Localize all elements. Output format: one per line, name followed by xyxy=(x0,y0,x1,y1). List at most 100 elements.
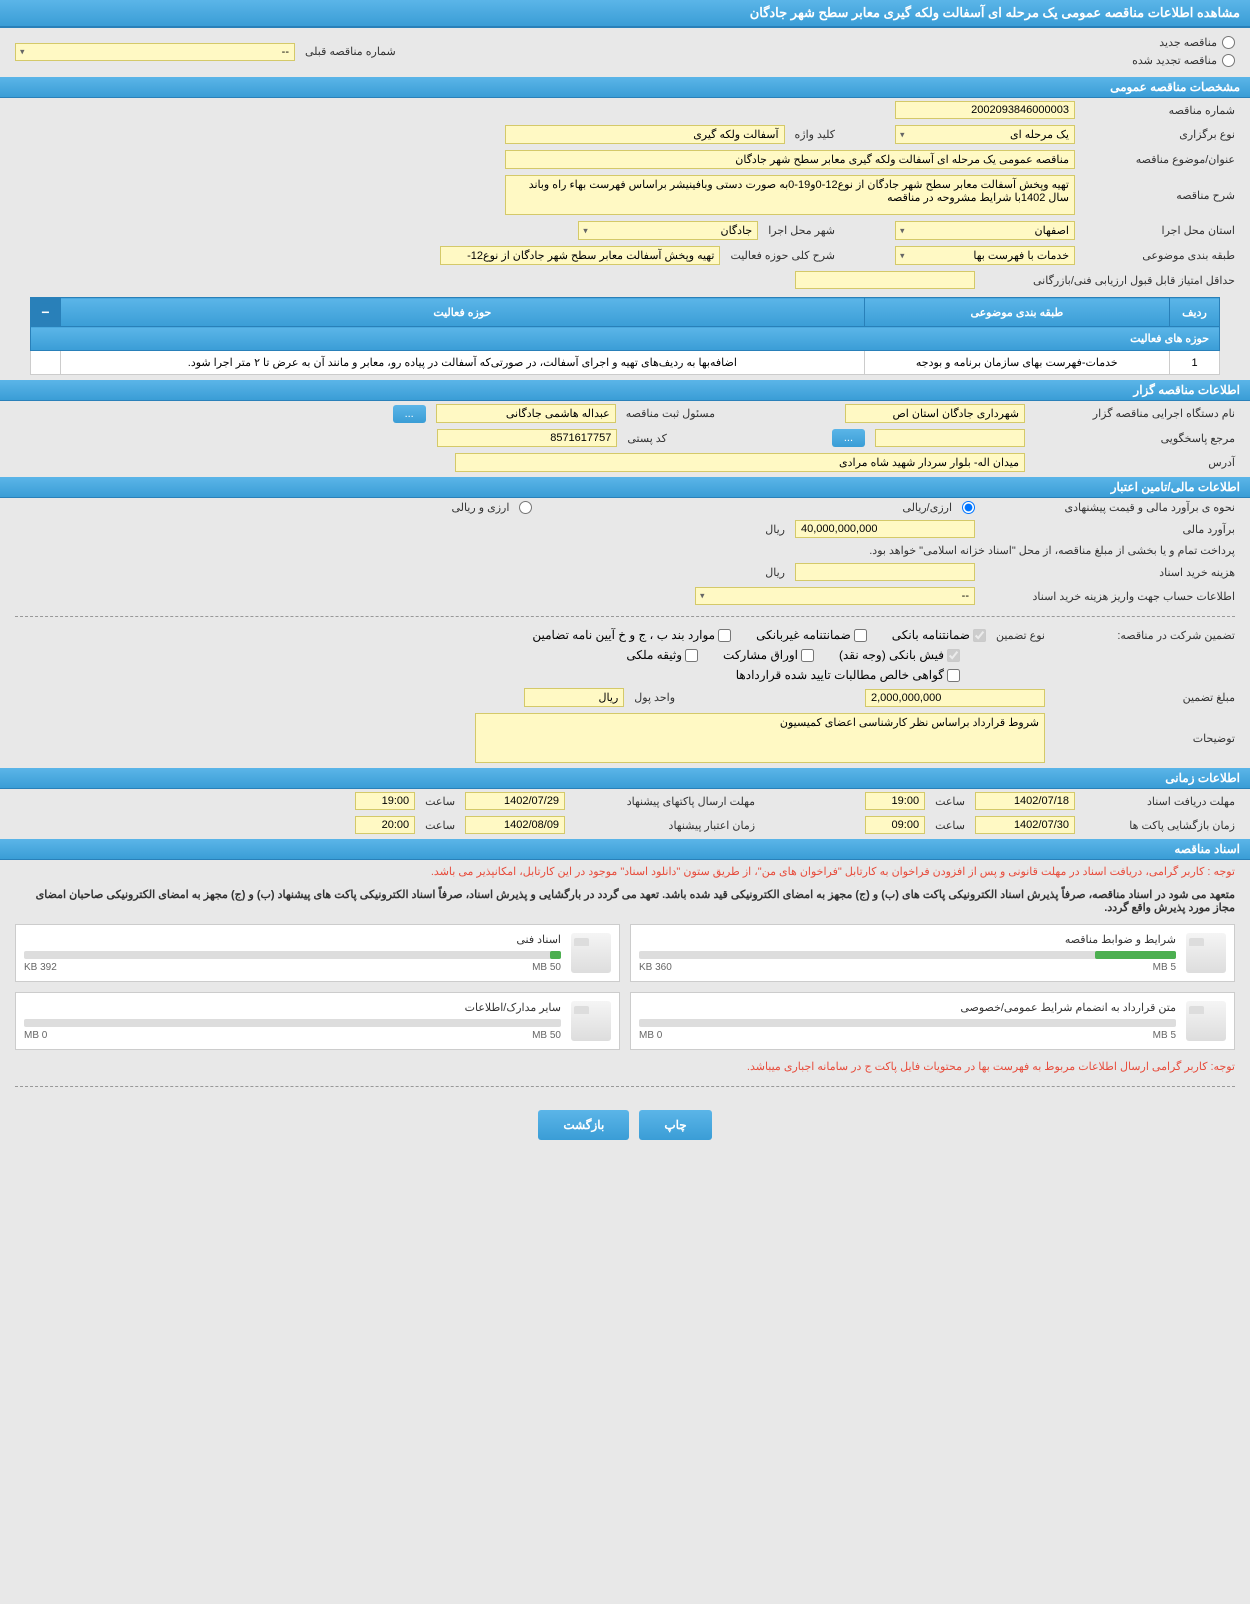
folder-icon xyxy=(571,933,611,973)
category-label: طبقه بندی موضوعی xyxy=(1085,249,1235,262)
notice-black-1: متعهد می شود در اسناد مناقصه، صرفاً پذیر… xyxy=(0,883,1250,919)
desc-field: تهیه وپخش آسفالت معابر سطح شهر جادگان از… xyxy=(505,175,1075,215)
validity-time: 20:00 xyxy=(355,816,415,834)
file-title: شرایط و ضوابط مناقصه xyxy=(639,933,1176,946)
registrar-field: عبداله هاشمی جادگانی xyxy=(436,404,616,423)
table-row: 1 خدمات-فهرست بهای سازمان برنامه و بودجه… xyxy=(31,351,1220,375)
more-button[interactable]: ... xyxy=(393,405,426,423)
account-select[interactable]: -- ▾ xyxy=(695,587,975,605)
notice-red-2: توجه: کاربر گرامی ارسال اطلاعات مربوط به… xyxy=(0,1055,1250,1078)
chk-clause[interactable] xyxy=(718,629,731,642)
tender-type-row: مناقصه جدید مناقصه تجدید شده شماره مناقص… xyxy=(0,28,1250,75)
validity-label: زمان اعتبار پیشنهاد xyxy=(575,819,755,832)
radio-new[interactable] xyxy=(1222,36,1235,49)
notice-red-1: توجه : کاربر گرامی، دریافت اسناد در مهلت… xyxy=(0,860,1250,883)
divider xyxy=(15,616,1235,617)
col-category: طبقه بندی موضوعی xyxy=(864,298,1169,327)
chk-bank[interactable] xyxy=(973,629,986,642)
table-title: حوزه های فعالیت xyxy=(31,327,1220,351)
file-box-1[interactable]: شرایط و ضوابط مناقصه 5 MB360 KB xyxy=(630,924,1235,982)
file-title: متن قرارداد به انضمام شرایط عمومی/خصوصی xyxy=(639,1001,1176,1014)
file-box-3[interactable]: متن قرارداد به انضمام شرایط عمومی/خصوصی … xyxy=(630,992,1235,1050)
open-label: زمان بازگشایی پاکت ها xyxy=(1085,819,1235,832)
province-label: استان محل اجرا xyxy=(1085,224,1235,237)
collapse-header[interactable]: − xyxy=(31,298,61,327)
type-select[interactable]: یک مرحله ای ▾ xyxy=(895,125,1075,144)
folder-icon xyxy=(1186,1001,1226,1041)
radio-renewed[interactable] xyxy=(1222,54,1235,67)
main-header: مشاهده اطلاعات مناقصه عمومی یک مرحله ای … xyxy=(0,0,1250,28)
send-label: مهلت ارسال پاکتهای پیشنهاد xyxy=(575,795,755,808)
estimate-label: برآورد مالی xyxy=(985,523,1235,536)
chevron-down-icon: ▾ xyxy=(900,250,905,261)
doc-cost-label: هزینه خرید اسناد xyxy=(985,566,1235,579)
section-organizer: اطلاعات مناقصه گزار xyxy=(0,380,1250,401)
keyword-field: آسفالت ولکه گیری xyxy=(505,125,785,144)
send-date: 1402/07/29 xyxy=(465,792,565,810)
col-activity: حوزه فعالیت xyxy=(61,298,865,327)
chk-shares[interactable] xyxy=(801,649,814,662)
guarantee-label: تضمین شرکت در مناقصه: xyxy=(1055,629,1235,642)
receive-date: 1402/07/18 xyxy=(975,792,1075,810)
prev-number-select[interactable]: -- ▾ xyxy=(15,43,295,61)
address-label: آدرس xyxy=(1035,456,1235,469)
exec-field: شهرداری جادگان استان اص xyxy=(845,404,1025,423)
chevron-down-icon: ▾ xyxy=(900,129,905,140)
type-label: نوع برگزاری xyxy=(1085,128,1235,141)
open-time: 09:00 xyxy=(865,816,925,834)
payment-note: پرداخت تمام و یا بخشی از مبلغ مناقصه، از… xyxy=(869,544,1235,557)
account-label: اطلاعات حساب جهت واریز هزینه خرید اسناد xyxy=(985,590,1235,603)
folder-icon xyxy=(571,1001,611,1041)
radio-currency-rial[interactable] xyxy=(519,501,532,514)
chk-property[interactable] xyxy=(685,649,698,662)
responder-label: مرجع پاسخگویی xyxy=(1035,432,1235,445)
chk-cert[interactable] xyxy=(947,669,960,682)
guarantee-type-label: نوع تضمین xyxy=(996,629,1045,642)
section-financial: اطلاعات مالی/تامین اعتبار xyxy=(0,477,1250,498)
province-select[interactable]: اصفهان ▾ xyxy=(895,221,1075,240)
unit-label: واحد پول xyxy=(634,691,675,704)
desc-label: شرح مناقصه xyxy=(1085,189,1235,202)
postal-label: کد پستی xyxy=(627,432,666,445)
minscore-field xyxy=(795,271,975,289)
unit-field: ریال xyxy=(524,688,624,707)
section-general: مشخصات مناقصه عمومی xyxy=(0,77,1250,98)
file-title: اسناد فنی xyxy=(24,933,561,946)
number-label: شماره مناقصه xyxy=(1085,104,1235,117)
postal-field: 8571617757 xyxy=(437,429,617,447)
label-new: مناقصه جدید xyxy=(1159,36,1217,49)
activity-table: ردیف طبقه بندی موضوعی حوزه فعالیت − حوزه… xyxy=(30,297,1220,375)
chk-receipt[interactable] xyxy=(947,649,960,662)
doc-cost-field xyxy=(795,563,975,581)
label-renewed: مناقصه تجدید شده xyxy=(1132,54,1217,67)
radio-rial[interactable] xyxy=(962,501,975,514)
estimate-field: 40,000,000,000 xyxy=(795,520,975,538)
number-field: 2002093846000003 xyxy=(895,101,1075,119)
file-box-2[interactable]: اسناد فنی 50 MB392 KB xyxy=(15,924,620,982)
validity-date: 1402/08/09 xyxy=(465,816,565,834)
title-label: عنوان/موضوع مناقصه xyxy=(1085,153,1235,166)
file-box-4[interactable]: سایر مدارک/اطلاعات 50 MB0 MB xyxy=(15,992,620,1050)
city-select[interactable]: جادگان ▾ xyxy=(578,221,758,240)
file-title: سایر مدارک/اطلاعات xyxy=(24,1001,561,1014)
activity-desc-label: شرح کلی حوزه فعالیت xyxy=(730,249,835,262)
more-button-2[interactable]: ... xyxy=(832,429,865,447)
section-documents: اسناد مناقصه xyxy=(0,839,1250,860)
progress-fill xyxy=(550,951,561,959)
keyword-label: کلید واژه xyxy=(795,128,835,141)
chevron-down-icon: ▾ xyxy=(583,225,588,236)
print-button[interactable]: چاپ xyxy=(639,1110,711,1140)
back-button[interactable]: بازگشت xyxy=(538,1110,629,1140)
chevron-down-icon: ▾ xyxy=(700,591,705,602)
chevron-down-icon: ▾ xyxy=(900,225,905,236)
category-select[interactable]: خدمات با فهرست بها ▾ xyxy=(895,246,1075,265)
fin-desc-label: توضیحات xyxy=(1055,732,1235,745)
city-label: شهر محل اجرا xyxy=(768,224,835,237)
exec-label: نام دستگاه اجرایی مناقصه گزار xyxy=(1035,407,1235,420)
prev-number-label: شماره مناقصه قبلی xyxy=(305,45,396,58)
estimate-method-label: نحوه ی برآورد مالی و قیمت پیشنهادی xyxy=(985,501,1235,514)
section-timing: اطلاعات زمانی xyxy=(0,768,1250,789)
registrar-label: مسئول ثبت مناقصه xyxy=(626,407,715,420)
open-date: 1402/07/30 xyxy=(975,816,1075,834)
chk-nonbank[interactable] xyxy=(854,629,867,642)
